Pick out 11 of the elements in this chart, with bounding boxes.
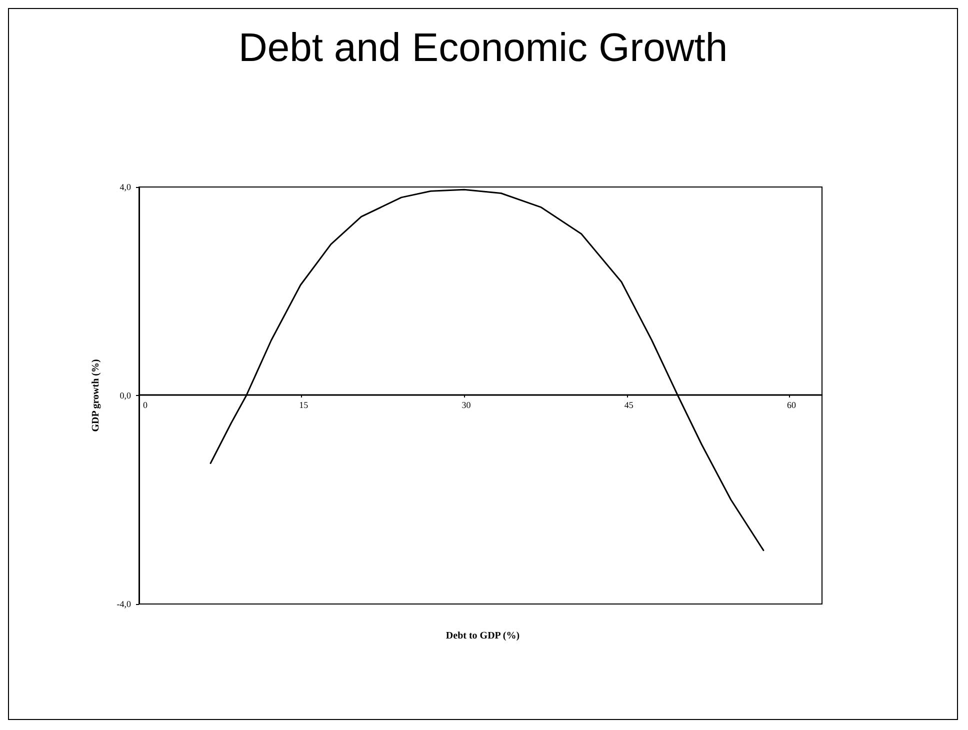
- x-axis-title: Debt to GDP (%): [446, 630, 520, 642]
- x-tick-label: 15: [299, 400, 309, 410]
- x-tick-label: 0: [143, 400, 148, 410]
- y-tick-label: -4,0: [116, 599, 132, 609]
- x-tick-label: 30: [462, 400, 472, 410]
- x-tick-label: 60: [786, 400, 796, 410]
- y-axis-title: GDP growth (%): [90, 359, 102, 432]
- x-tick-label: 45: [624, 400, 634, 410]
- chart-title: Debt and Economic Growth: [238, 26, 728, 70]
- y-tick-label: 4,0: [120, 182, 132, 192]
- y-tick-label: 0,0: [120, 390, 132, 400]
